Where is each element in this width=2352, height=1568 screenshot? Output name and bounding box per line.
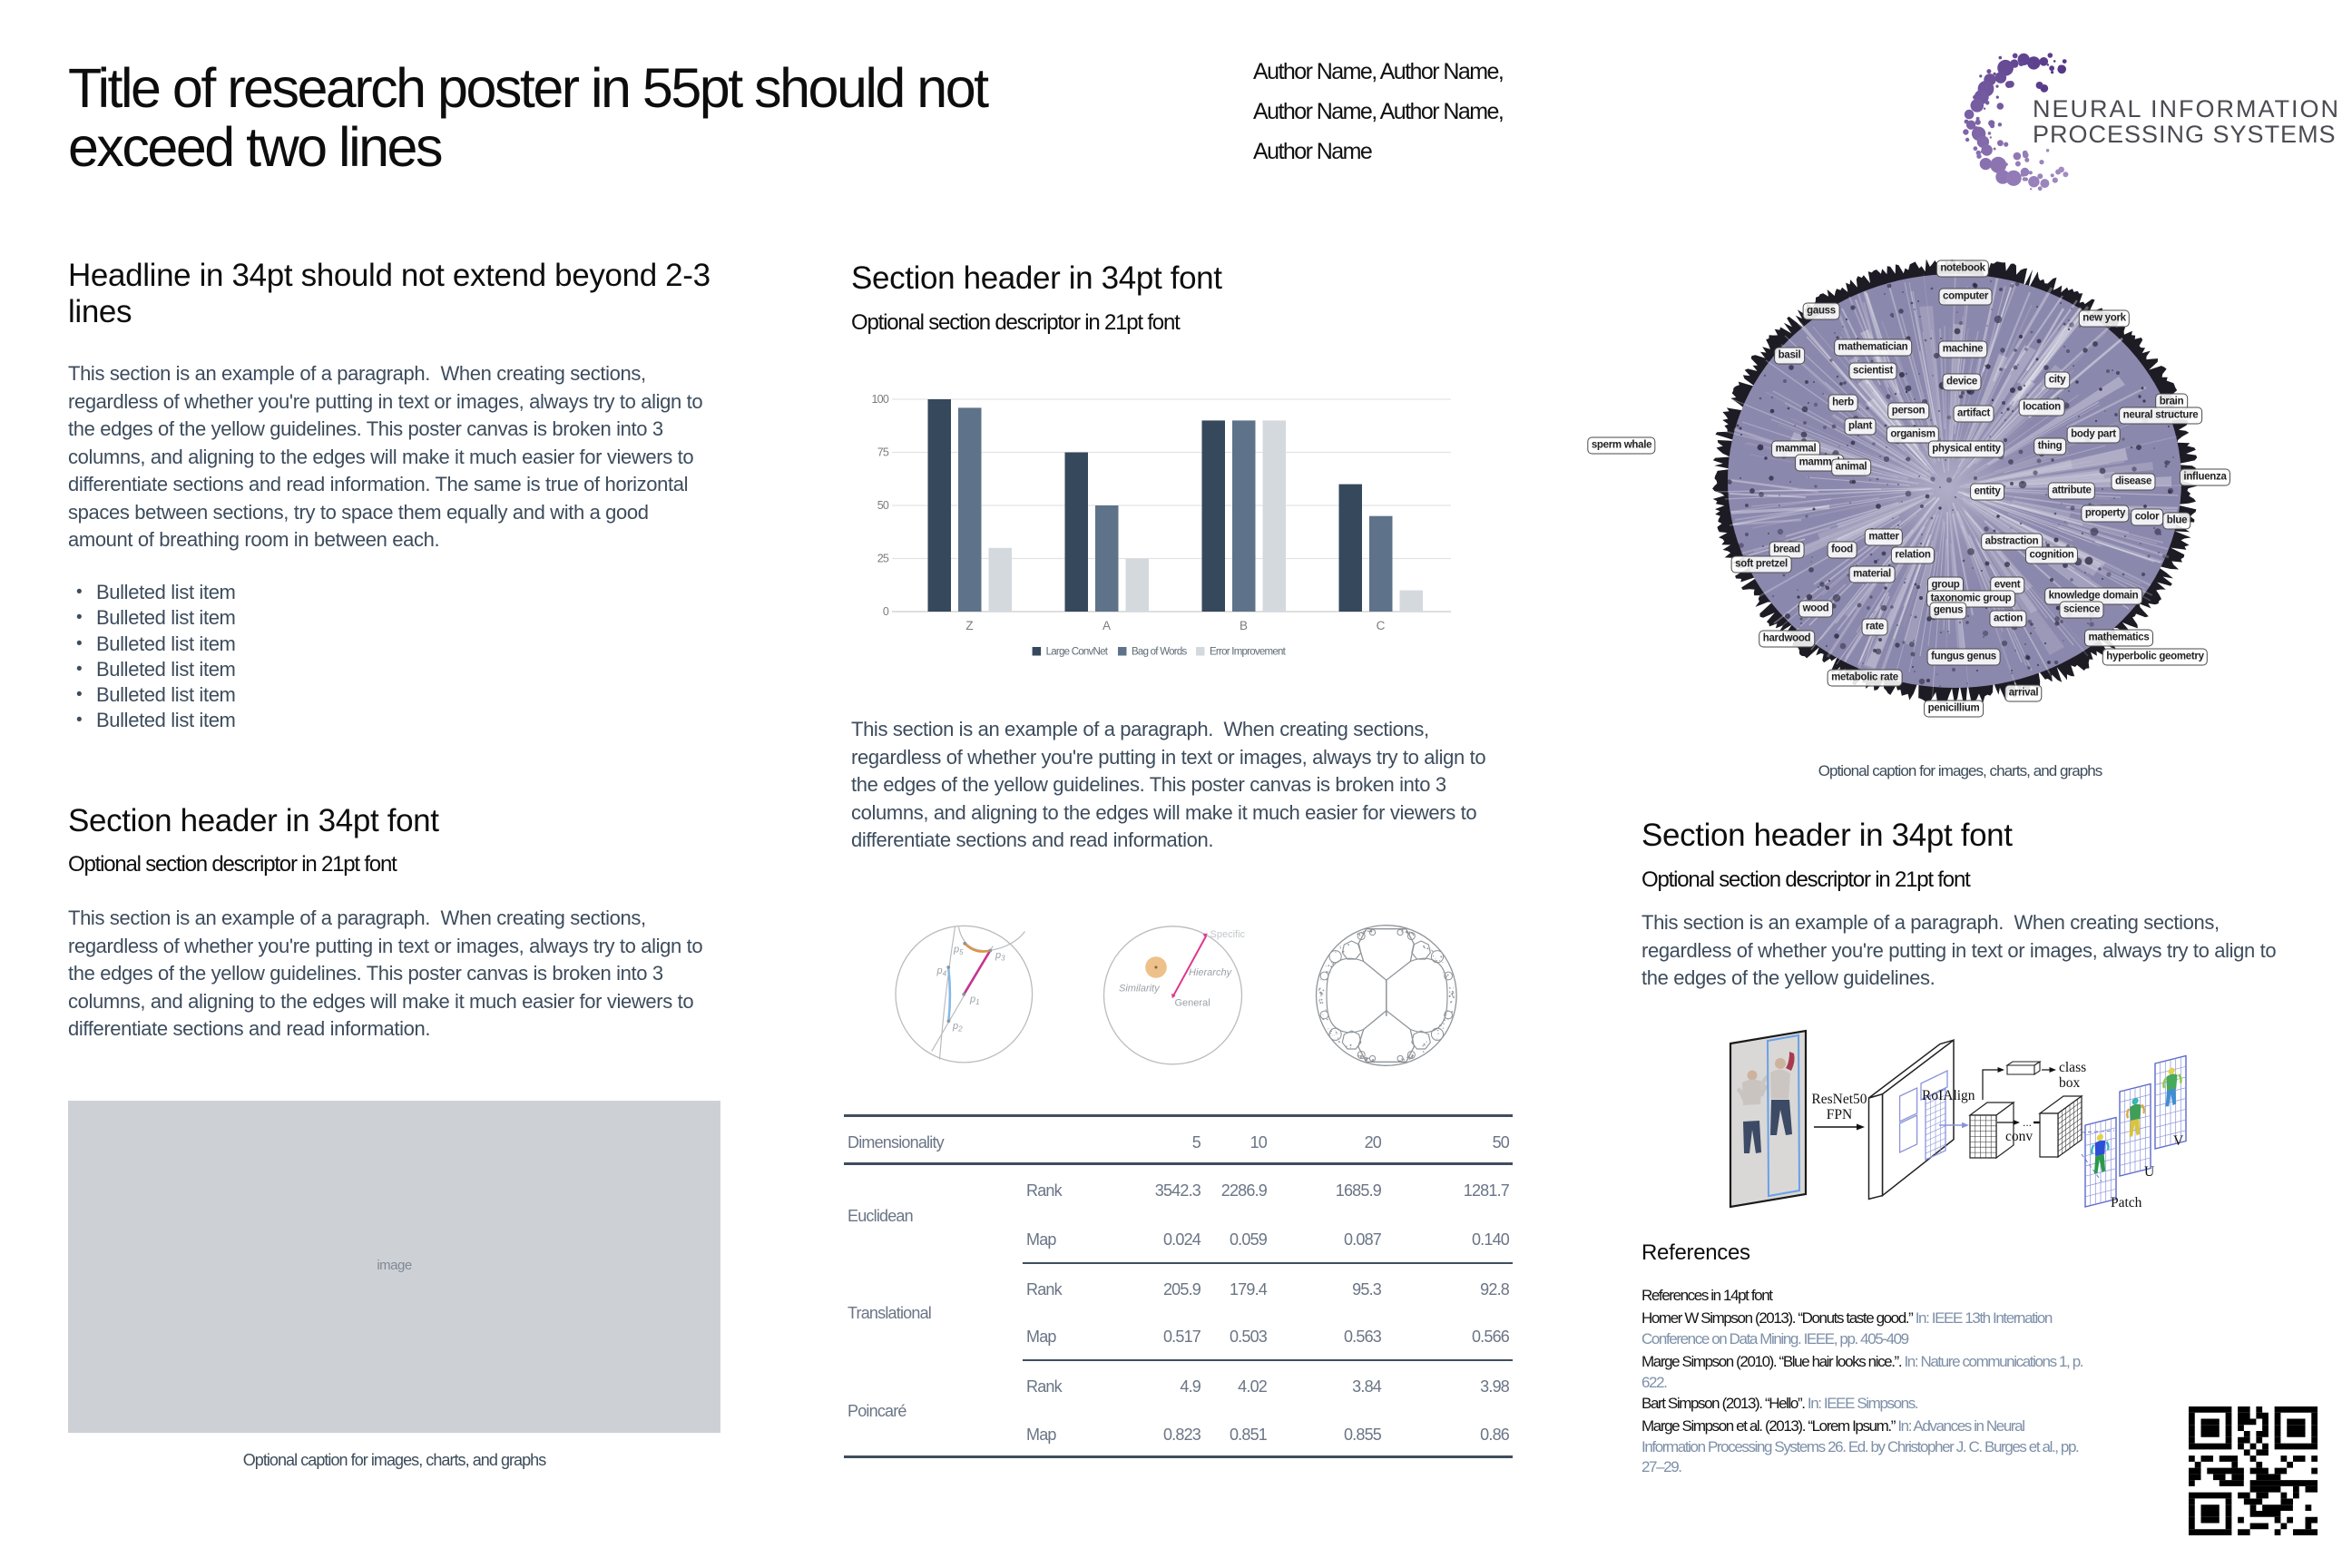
svg-text:C: C (1377, 619, 1386, 632)
svg-text:Hierarchy: Hierarchy (1189, 967, 1233, 978)
svg-text:p3: p3 (995, 950, 1005, 963)
svg-text:U: U (2144, 1164, 2154, 1180)
svg-text:ResNet50: ResNet50 (1811, 1092, 1867, 1107)
svg-text:Specific: Specific (1210, 929, 1246, 940)
svg-text:box: box (2059, 1075, 2081, 1091)
svg-text:75: 75 (877, 446, 889, 459)
svg-text:FPN: FPN (1827, 1107, 1852, 1122)
svg-text:V: V (2173, 1133, 2184, 1149)
svg-text:A: A (1102, 619, 1111, 632)
svg-text:General: General (1175, 998, 1210, 1009)
svg-text:RoIAlign: RoIAlign (1922, 1088, 1975, 1103)
svg-text:100: 100 (872, 393, 889, 406)
svg-text:conv: conv (2005, 1129, 2033, 1144)
svg-text:Large ConvNet: Large ConvNet (1046, 647, 1109, 658)
svg-text:Bag of Words: Bag of Words (1132, 647, 1187, 658)
svg-text:p4: p4 (936, 965, 947, 978)
svg-text:25: 25 (877, 553, 889, 565)
svg-text:B: B (1240, 619, 1248, 632)
svg-text:Z: Z (965, 619, 973, 632)
svg-text:...: ... (2023, 1116, 2032, 1129)
svg-text:Patch: Patch (2111, 1195, 2142, 1210)
svg-text:p2: p2 (952, 1021, 963, 1034)
svg-text:50: 50 (877, 499, 889, 512)
svg-text:p1: p1 (969, 995, 980, 1007)
svg-text:class: class (2059, 1060, 2086, 1075)
svg-text:p5: p5 (953, 945, 964, 957)
svg-text:Similarity: Similarity (1119, 984, 1161, 995)
svg-text:Error Improvement: Error Improvement (1210, 647, 1287, 658)
svg-text:0: 0 (883, 605, 889, 618)
